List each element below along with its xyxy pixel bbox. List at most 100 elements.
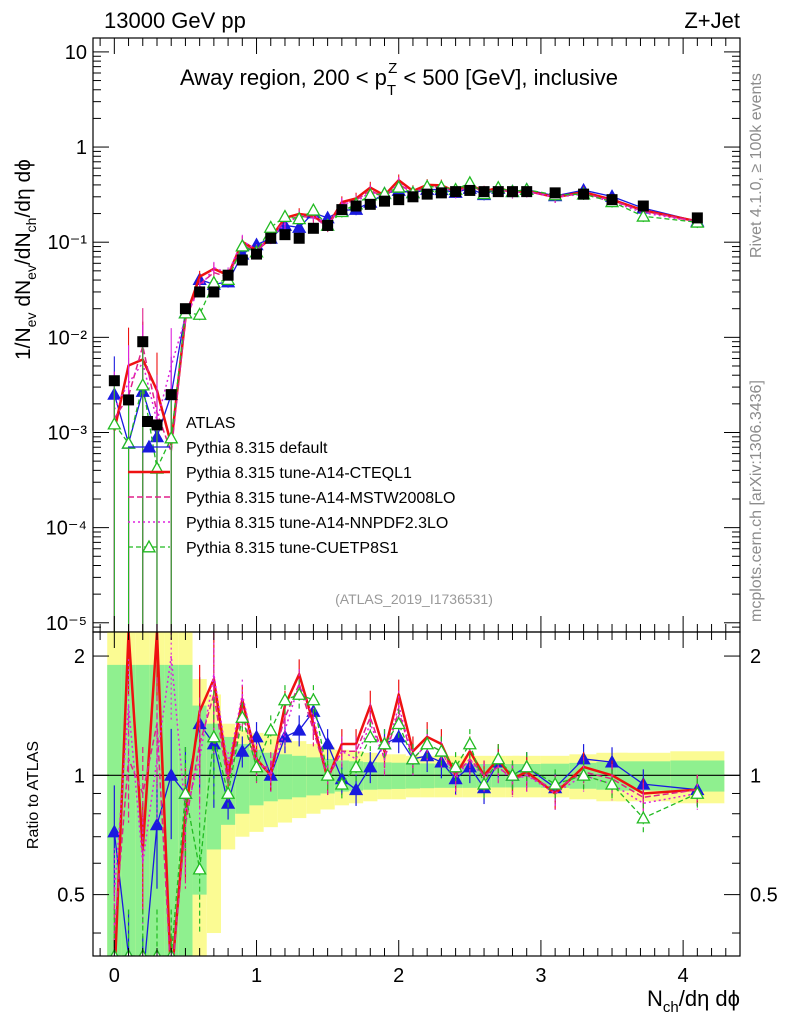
analysis-watermark: (ATLAS_2019_I1736531): [335, 591, 493, 607]
ratio-band-inner: [235, 743, 250, 814]
atlas-data-point: [293, 232, 305, 244]
legend-label-nnpdf: Pythia 8.315 tune-A14-NNPDF2.3LO: [186, 515, 448, 532]
main-marker-cuetp: [263, 220, 278, 233]
ratio-axes: 2 2 1 1 0.5 0.5 0 1 2 3 4: [57, 632, 778, 987]
x-tick-label: 4: [678, 965, 689, 987]
ratio-marker-default: [348, 782, 364, 796]
ratio-marker-default: [292, 722, 307, 736]
atlas-data-point: [123, 394, 135, 406]
main-marker-cuetp: [107, 416, 122, 430]
atlas-data-point: [165, 389, 177, 401]
ratio-marker-cuetp: [320, 767, 335, 781]
ratio-marker-cuetp: [604, 776, 620, 790]
ratio-marker-default: [137, 977, 149, 988]
atlas-data-point: [435, 187, 447, 199]
x-tick-label: 0: [109, 965, 120, 987]
x-tick-label: 2: [393, 965, 404, 987]
ratio-marker-cuetp: [576, 767, 591, 781]
ratio-marker-cuetp: [348, 759, 364, 773]
atlas-data-point: [265, 232, 277, 244]
atlas-data-point: [322, 219, 334, 231]
atlas-data-point: [578, 188, 590, 200]
x-axis-label: Nch/dη dϕ: [647, 986, 740, 1016]
atlas-data-point: [137, 336, 149, 348]
atlas-data-point: [464, 184, 476, 196]
atlas-data-point: [521, 186, 533, 198]
atlas-data-point: [236, 254, 248, 266]
main-y-axis-label: 1/Nev dNev/dNch/dη dϕ: [12, 159, 39, 360]
ratio-y-axis-label: Ratio to ATLAS: [25, 741, 42, 849]
atlas-data-point: [606, 194, 618, 206]
ratio-marker-default: [164, 767, 179, 781]
ratio-marker-cuetp: [206, 729, 221, 743]
main-panel: 10 1 10⁻¹ 10⁻² 10⁻³ 10⁻⁴ 10⁻⁵ Away region, 200…: [12, 37, 741, 635]
atlas-data-point: [350, 200, 362, 212]
atlas-data-point: [450, 186, 462, 198]
atlas-data-point: [208, 286, 220, 298]
ratio-marker-cuetp: [178, 786, 193, 799]
main-marker-cuetp: [235, 238, 250, 252]
ratio-marker-cuetp: [391, 716, 406, 730]
header-left-label: 13000 GeV pp: [104, 8, 246, 33]
ratio-band-inner: [277, 754, 293, 800]
main-marker-cuetp: [277, 209, 293, 223]
main-marker-cuetp: [306, 202, 321, 216]
main-marker-cuetp: [292, 211, 307, 225]
legend-marker-atlas: [142, 416, 153, 427]
ratio-marker-cuetp: [277, 692, 293, 706]
main-y-tick-label: 10⁻¹: [48, 232, 88, 254]
ratio-marker-default: [235, 743, 250, 757]
atlas-data-point: [637, 200, 649, 212]
ratio-frame: [92, 631, 741, 957]
atlas-data-point: [379, 195, 391, 207]
legend-marker-default: [141, 439, 157, 453]
chart-title-tail: < 500 [GeV], inclusive: [397, 65, 618, 90]
legend: ATLAS Pythia 8.315 default Pythia 8.315 tu…: [128, 415, 455, 557]
atlas-data-point: [336, 204, 348, 216]
ratio-y-tick-label: 1: [74, 765, 85, 787]
main-marker-cuetp: [121, 435, 136, 449]
ratio-marker-cuetp: [420, 736, 435, 750]
ratio-marker-cuetp: [405, 751, 421, 765]
main-y-tick-label: 10⁻⁴: [46, 518, 87, 540]
mcplots-label: mcplots.cern.ch [arXiv:1306.3436]: [748, 380, 765, 622]
atlas-data-point: [222, 269, 234, 281]
ratio-marker-default: [107, 824, 122, 838]
atlas-data-point: [506, 186, 518, 198]
legend-label-a14cteq: Pythia 8.315 tune-A14-CTEQL1: [186, 465, 412, 482]
atlas-data-point: [251, 248, 263, 260]
ratio-marker-cuetp: [192, 861, 207, 875]
ratio-series-layer: [107, 632, 705, 988]
ratio-marker-default: [363, 759, 378, 773]
ratio-marker-cuetp: [292, 687, 307, 700]
main-y-tick-label: 10⁻³: [48, 422, 88, 444]
ratio-marker-cuetp: [636, 810, 651, 824]
ratio-marker-cuetp: [519, 759, 534, 773]
legend-label-mstw: Pythia 8.315 tune-A14-MSTW2008LO: [186, 490, 455, 507]
x-tick-label: 1: [251, 965, 262, 987]
ratio-band-inner: [306, 757, 321, 796]
ratio-panel: 2 2 1 1 0.5 0.5 0 1 2 3 4 Ratio to ATLAS: [25, 631, 778, 988]
ratio-marker-cuetp: [462, 736, 477, 750]
ratio-marker-cuetp: [220, 786, 236, 799]
ratio-marker-cuetp: [690, 786, 705, 799]
ratio-marker-cuetp: [334, 776, 349, 790]
legend-label-default: Pythia 8.315 default: [186, 440, 328, 457]
main-marker-default: [292, 220, 307, 233]
ratio-marker-default: [320, 736, 335, 750]
main-y-tick-label: 1: [76, 137, 87, 159]
ratio-marker-cuetp: [306, 692, 321, 706]
ratio-y-tick-label-right: 1: [750, 765, 761, 787]
atlas-data-point: [407, 191, 419, 203]
chart-title-sub: T: [387, 82, 396, 99]
atlas-data-point: [151, 419, 163, 431]
main-axes: 10 1 10⁻¹ 10⁻² 10⁻³ 10⁻⁴ 10⁻⁵: [46, 38, 740, 635]
atlas-data-point: [492, 186, 504, 198]
atlas-data-point: [421, 188, 433, 200]
main-marker-cuetp: [164, 430, 179, 444]
legend-marker-cuetp: [141, 539, 157, 553]
chart-title-sup: Z: [388, 60, 397, 77]
main-y-tick-label: 10⁻⁵: [46, 613, 87, 635]
ratio-y-tick-label-right: 0.5: [750, 885, 778, 907]
